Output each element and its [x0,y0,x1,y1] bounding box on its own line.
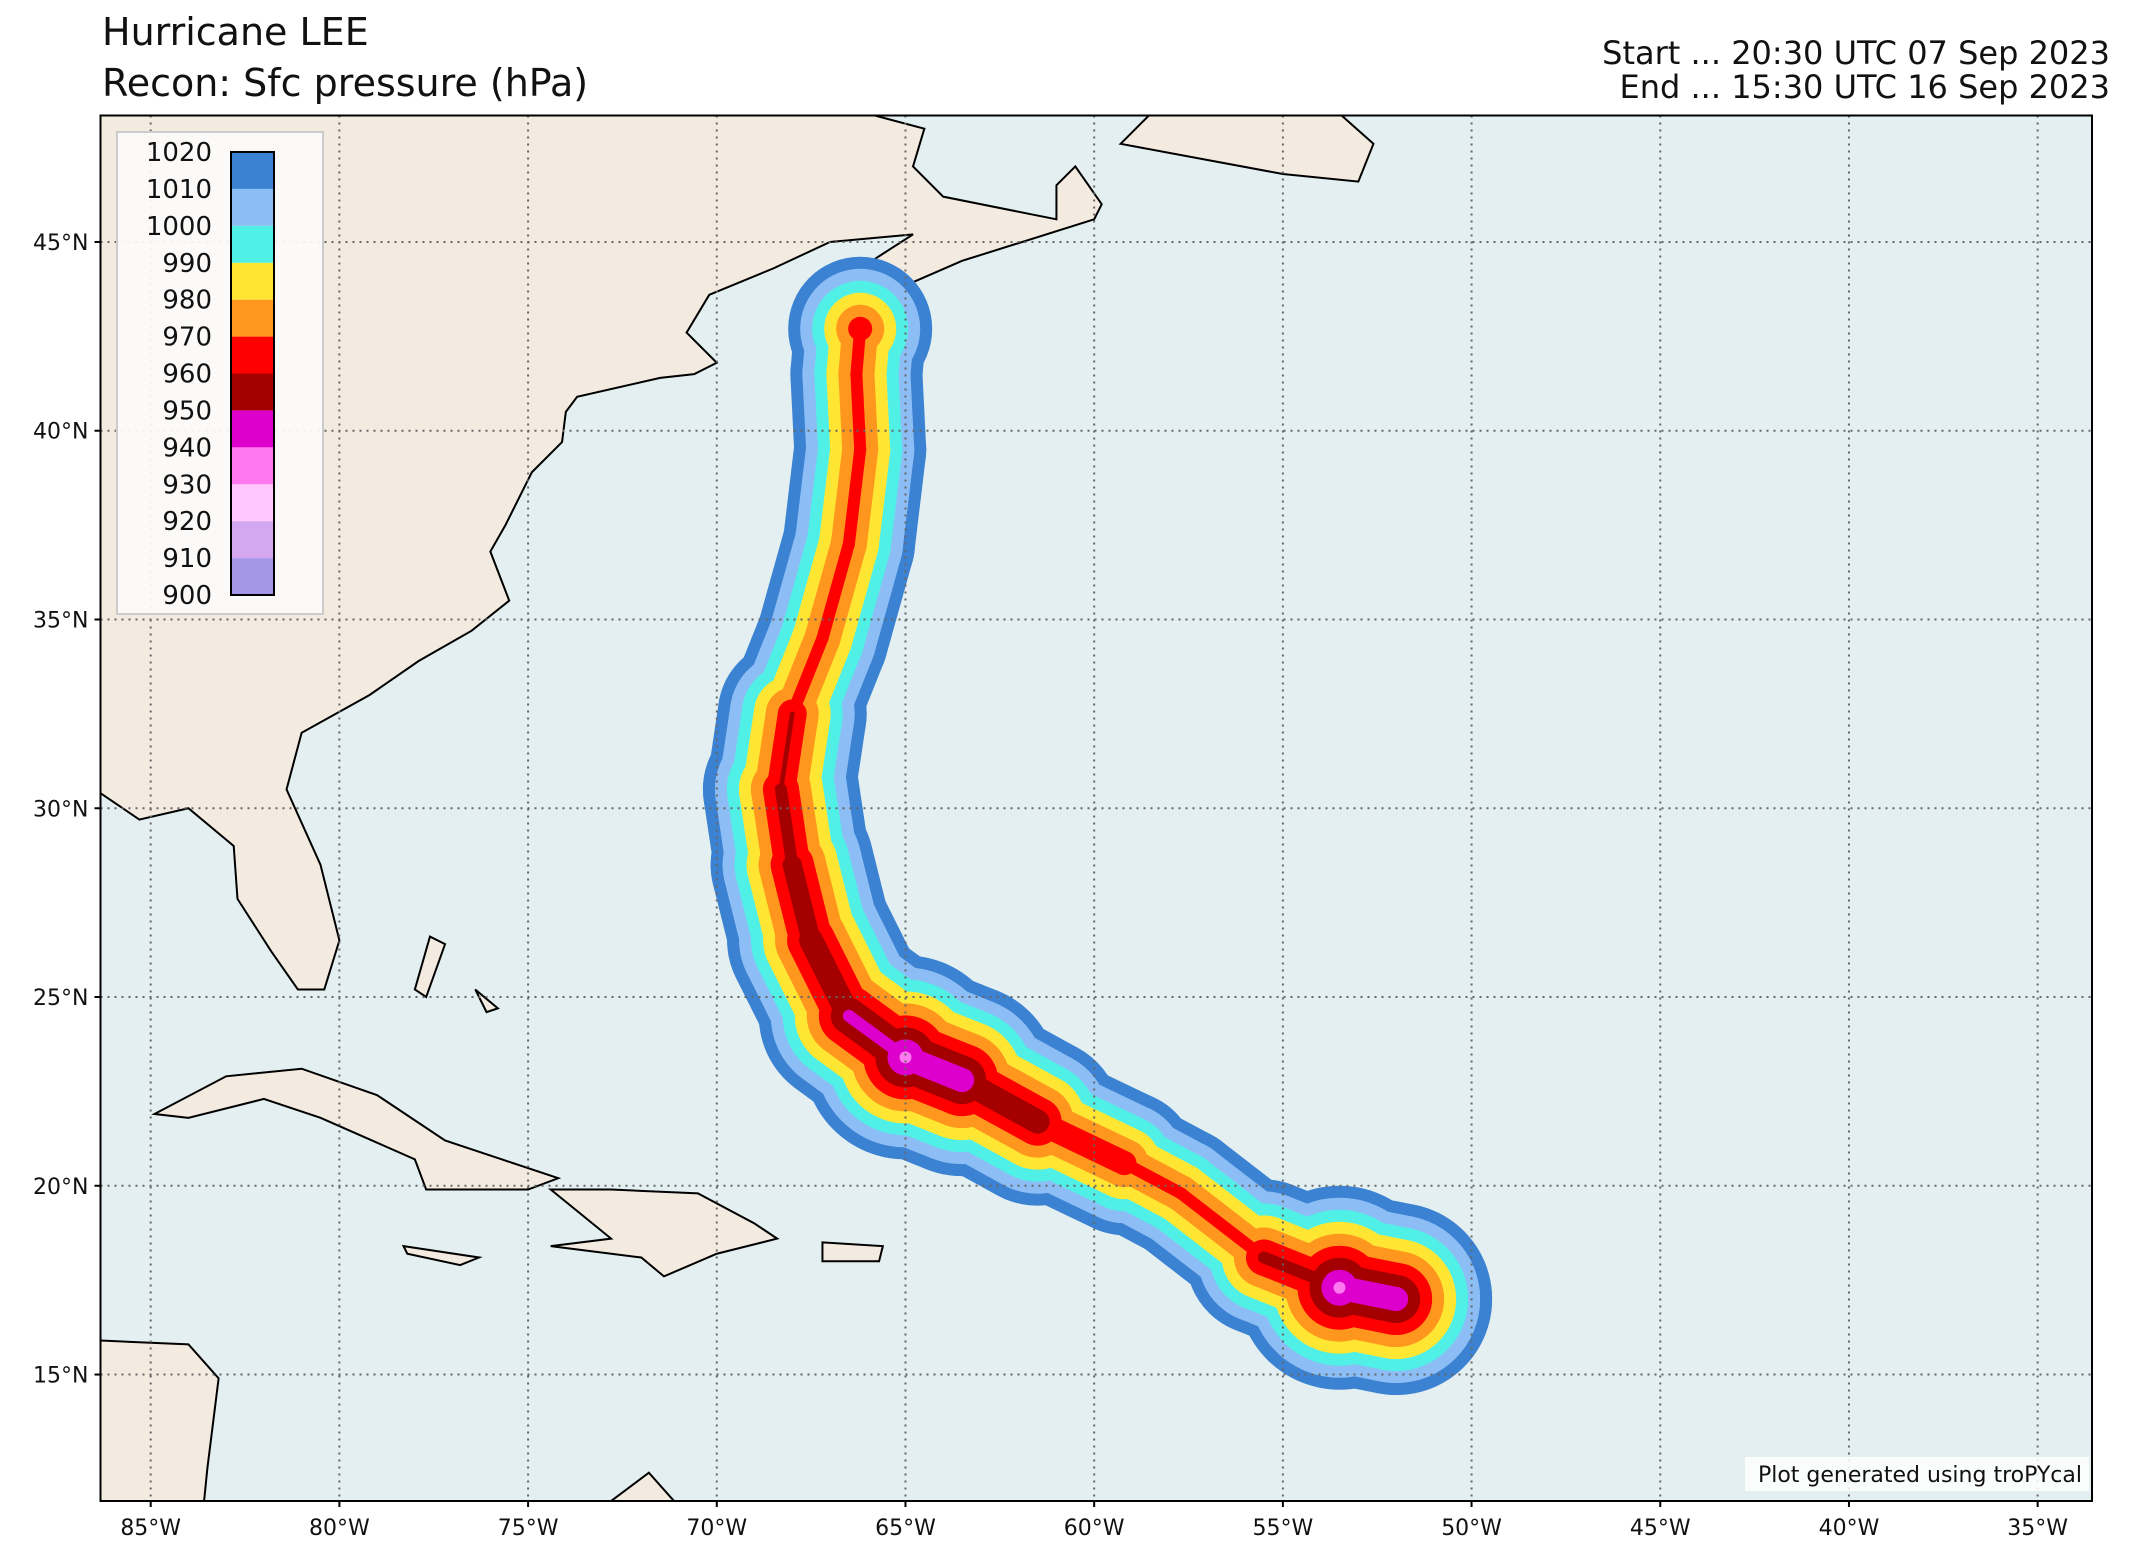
land [547,1188,780,1278]
colorbar-label: 980 [162,286,212,316]
colorbar-band [231,410,274,448]
colorbar-band [231,225,274,263]
subtitle: Recon: Sfc pressure (hPa) [102,61,588,105]
land [100,115,1103,991]
colorbar-label: 910 [162,544,212,574]
lon-tick-label: 75°W [498,1516,559,1541]
swath-segment [786,632,829,720]
lon-tick-label: 70°W [686,1516,747,1541]
colorbar-band [231,521,274,559]
lat-tick-label: 25°N [33,986,88,1011]
land [609,1471,676,1501]
colorbar-label: 900 [162,581,212,611]
colorbar-label: 940 [162,433,212,463]
lat-tick-label: 30°N [33,797,88,822]
land [1118,115,1375,183]
colorbar-band [231,373,274,411]
colorbar-label: 970 [162,323,212,353]
colorbar-label: 920 [162,507,212,537]
colorbar-label: 950 [162,396,212,426]
map-layer [100,115,1493,1501]
map-frame [99,114,2093,1502]
credit-box [1745,1457,2089,1491]
lat-tick-label: 40°N [33,420,88,445]
lat-tick-label: 15°N [33,1364,88,1389]
swath-point [899,1051,912,1064]
swath-segment [778,711,795,792]
swath-segment [850,368,867,456]
swath-segment [774,783,799,871]
land [474,988,500,1014]
swath-segment [842,1009,912,1064]
lon-tick-label: 55°W [1252,1516,1313,1541]
land [100,1339,220,1501]
colorbar-band [231,447,274,485]
swath-segment [799,928,861,1028]
swath-segment [893,1045,975,1093]
swath-segment [1174,1187,1271,1264]
colorbar-label: 1020 [146,138,212,168]
swath-segment [850,322,867,381]
title: Hurricane LEE [102,10,369,54]
lon-tick-label: 45°W [1630,1516,1691,1541]
land [401,1244,483,1267]
swath-segment [816,537,855,645]
colorbar-label: 990 [162,249,212,279]
end-time: End ... 15:30 UTC 16 Sep 2023 [1620,68,2110,106]
colorbar-label: 960 [162,360,212,390]
lon-tick-label: 40°W [1819,1516,1880,1541]
swath-point [1333,1281,1346,1294]
credit: Plot generated using troPYcal [1758,1463,2082,1488]
colorbar-band [231,336,274,374]
lon-tick-label: 60°W [1064,1516,1125,1541]
colorbar-band [231,299,274,337]
colorbar-band [231,484,274,522]
colorbar-frame [230,151,275,596]
lon-tick-label: 80°W [309,1516,370,1541]
lon-tick-label: 65°W [875,1516,936,1541]
colorbar-label: 930 [162,470,212,500]
lon-tick-label: 35°W [2007,1516,2068,1541]
colorbar-band [231,188,274,226]
lon-tick-label: 85°W [120,1516,181,1541]
colorbar-band [231,262,274,300]
land [413,935,447,999]
land [821,1241,885,1263]
colorbar-box [116,131,324,615]
colorbar-band [231,558,274,595]
land [151,1067,562,1191]
swath-segment [842,443,867,550]
lon-tick-label: 50°W [1441,1516,1502,1541]
swath-segment [782,855,821,950]
lat-tick-label: 20°N [33,1175,88,1200]
colorbar-label: 1000 [146,212,212,242]
lat-tick-label: 35°N [33,608,88,633]
colorbar-band [231,152,274,189]
swath-segment [1327,1275,1409,1312]
colorbar-label: 1010 [146,175,212,205]
lat-tick-label: 45°N [33,231,88,256]
start-time: Start ... 20:30 UTC 07 Sep 2023 [1602,34,2110,72]
